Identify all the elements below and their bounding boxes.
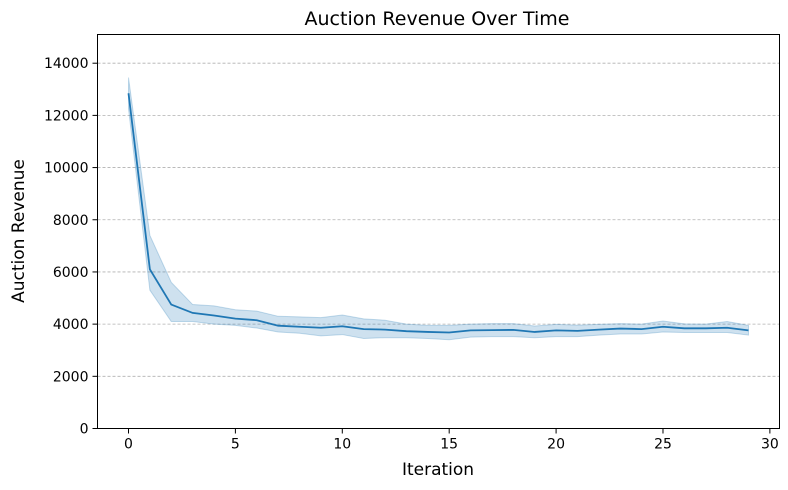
y-tick-label: 6000	[53, 265, 89, 281]
confidence-band	[128, 77, 749, 341]
x-tick-label: 5	[231, 437, 240, 453]
y-gridlines	[97, 62, 780, 377]
revenue-series-line	[127, 93, 749, 334]
y-axis-label: Auction Revenue	[9, 159, 29, 303]
x-axis-ticks: 0 5 10 15 20 25 30	[124, 428, 779, 453]
plot-frame	[97, 34, 780, 429]
y-axis-ticks: 0 2000 4000 6000 8000 10000 12000 14000	[44, 56, 98, 438]
x-tick-label: 20	[547, 437, 565, 453]
x-tick-label: 15	[440, 437, 458, 453]
y-tick-label: 14000	[44, 56, 89, 72]
x-tick-label: 25	[654, 437, 672, 453]
y-tick-label: 10000	[44, 161, 89, 177]
y-tick-label: 0	[80, 422, 89, 438]
x-tick-label: 30	[761, 437, 779, 453]
x-tick-label: 0	[124, 437, 133, 453]
x-axis-label: Iteration	[402, 460, 474, 480]
chart-title: Auction Revenue Over Time	[305, 8, 570, 30]
y-tick-label: 2000	[53, 369, 89, 385]
x-tick-label: 10	[333, 437, 351, 453]
y-tick-label: 8000	[53, 213, 89, 229]
y-tick-label: 4000	[53, 317, 89, 333]
y-tick-label: 12000	[44, 108, 89, 124]
